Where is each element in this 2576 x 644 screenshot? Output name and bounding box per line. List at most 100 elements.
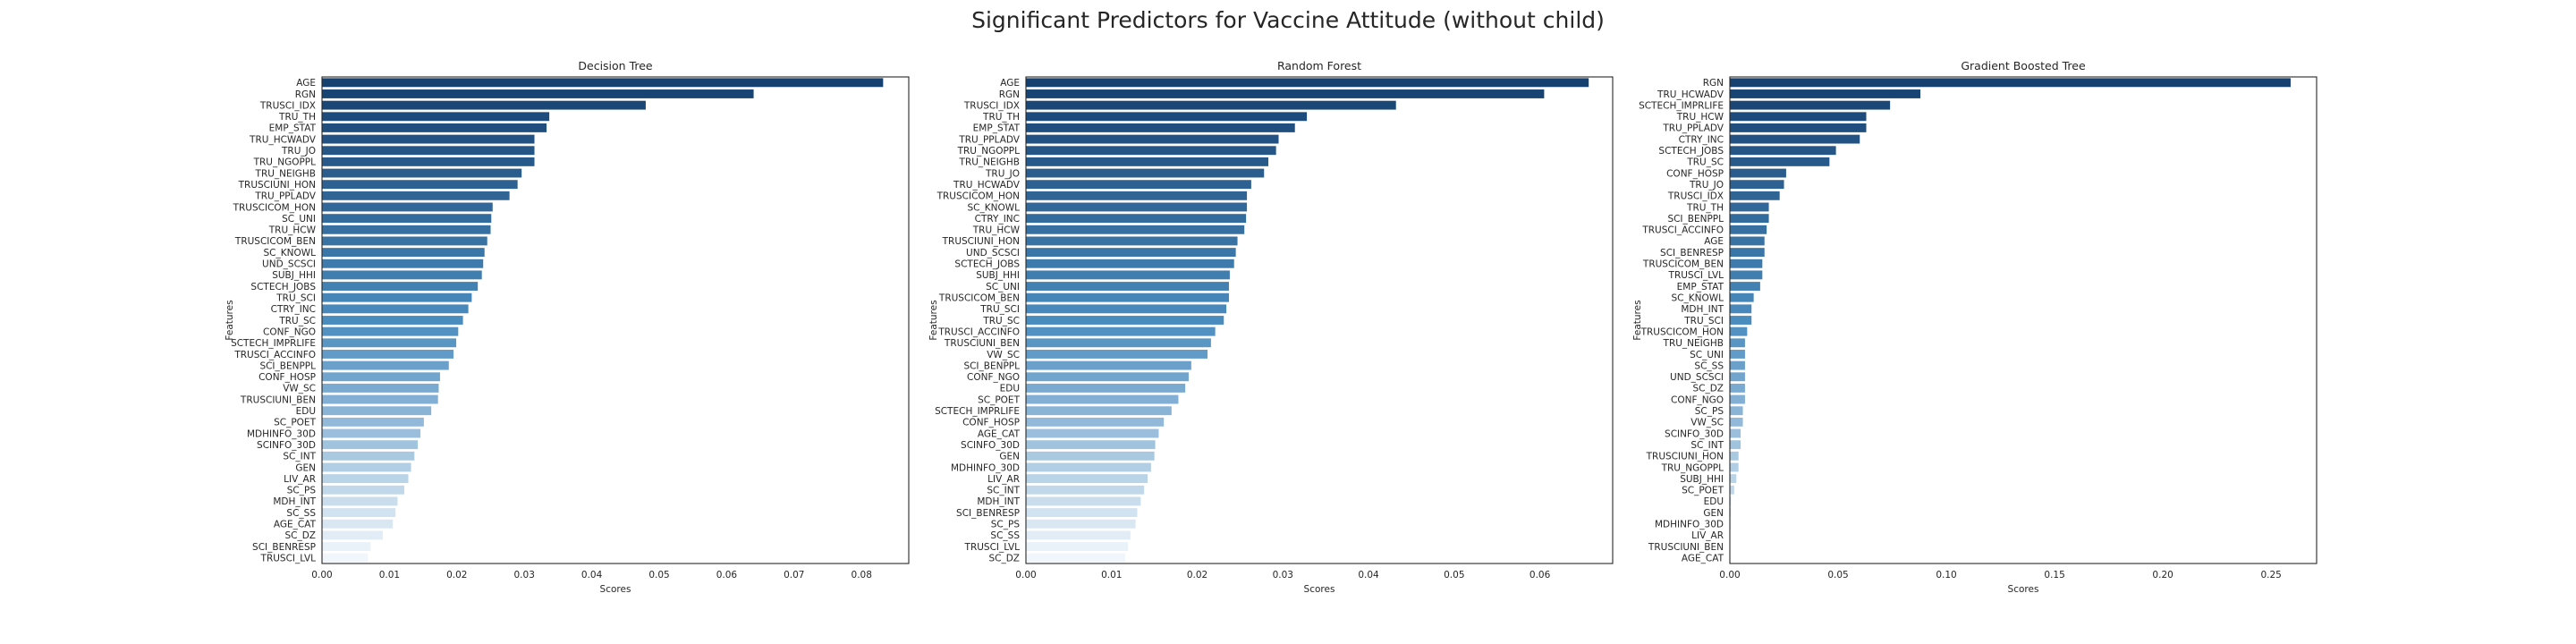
bar-sc-ss [322,508,396,518]
bar-age-cat [1026,428,1159,438]
x-tick-label: 0.01 [1101,570,1122,580]
y-axis-label: Features [928,300,939,340]
y-tick-label: AGE_CAT [978,428,1021,439]
x-tick-label: 0.00 [311,570,332,580]
bar-trusci-lvl [1730,270,1763,280]
y-tick-label: TRU_HCW [972,225,1021,236]
bar-sctech-imprlife [1026,406,1172,416]
y-tick-label: RGN [295,89,316,100]
bar-vw-sc [1730,417,1743,427]
bar-tru-hcw [1026,225,1245,234]
plot-frame [1025,76,1614,564]
y-tick-label: SCINFO_30D [257,440,316,451]
plot-frame [1729,76,2318,564]
y-tick-label: TRU_TH [1686,202,1724,213]
y-tick-label: SC_POET [1682,486,1724,496]
y-tick-label: SUBJ_HHI [1680,474,1724,485]
bar-tru-ppladv [1730,123,1867,132]
y-tick-label: AGE_CAT [274,520,317,530]
bar-mdhinfo-30d [1026,462,1151,472]
y-tick-label: LIV_AR [1691,530,1724,541]
bar-truscicom-hon [322,202,493,212]
bar-tru-hcwadv [1730,89,1921,98]
y-tick-label: SC_SS [1694,360,1724,371]
y-tick-label: CTRY_INC [975,214,1020,225]
bar-scinfo-30d [322,440,419,450]
y-tick-label: SC_PS [287,486,317,496]
bar-sc-ss [1026,530,1131,540]
bar-sci-benppl [1730,214,1769,224]
y-tick-label: TRUSCIUNI_HON [1646,452,1724,462]
y-tick-label: TRU_PPLADV [958,134,1020,145]
y-tick-label: UND_SCSCI [1670,372,1724,383]
y-tick-label: AGE [1000,78,1020,89]
y-tick-label: MDH_INT [977,496,1020,507]
bar-conf-ngo [1730,394,1745,404]
bar-sc-dz [322,530,383,540]
x-tick-label: 0.05 [648,570,669,580]
bar-und-scsci [1026,248,1236,258]
y-tick-label: SUBJ_HHI [976,270,1020,281]
bar-vw-sc [1026,350,1208,359]
bar-tru-jo [1730,180,1784,190]
y-tick-label: TRUSCI_LVL [964,542,1021,553]
y-axis-label: Features [225,300,235,340]
y-tick-label: TRU_JO [985,168,1020,179]
y-tick-label: TRUSCI_LVL [1668,270,1724,281]
y-tick-label: TRU_SC [1686,157,1724,168]
bar-edu [322,406,432,416]
y-tick-label: TRUSCIUNI_BEN [1648,542,1724,553]
x-tick-label: 0.03 [514,570,535,580]
y-tick-label: TRUSCI_ACCINFO [937,326,1020,337]
bar-sctech-jobs [322,282,479,291]
y-tick-label: SC_INT [987,486,1020,496]
y-tick-label: TRU_SCI [979,304,1020,315]
y-tick-label: RGN [1703,78,1724,89]
bar-liv-ar [322,474,409,484]
y-tick-label: CONF_HOSP [962,418,1020,428]
y-tick-label: EMP_STAT [1677,282,1724,292]
y-tick-label: TRUSCIUNI_BEN [240,394,316,405]
y-tick-label: SCTECH_IMPRLIFE [935,406,1020,417]
bar-subj-hhi [1730,474,1737,484]
bar-trusci-idx [322,100,646,110]
bar-tru-hcw [322,225,491,234]
y-tick-label: MDH_INT [1681,304,1724,315]
y-tick-label: AGE_CAT [1682,553,1724,564]
bar-trusciuni-ben [1026,338,1211,348]
bar-rgn [1730,78,2291,88]
y-tick-label: TRU_JO [281,146,316,157]
y-tick-label: GEN [1703,508,1724,519]
y-tick-label: TRU_NEIGHB [255,168,316,179]
y-tick-label: SC_DZ [284,530,316,541]
y-tick-label: TRUSCI_ACCINFO [233,350,316,360]
y-tick-label: TRUSCIUNI_BEN [944,338,1020,349]
y-tick-label: SUBJ_HHI [272,270,316,281]
x-tick-label: 0.05 [1827,570,1848,580]
bar-sctech-jobs [1730,146,1836,156]
bar-emp-stat [1026,123,1295,132]
y-tick-label: SC_POET [978,394,1020,405]
y-tick-label: TRU_HCW [268,225,317,236]
bar-truscicom-hon [1026,191,1248,200]
x-tick-label: 0.00 [1719,570,1740,580]
bar-truscicom-ben [1730,258,1763,268]
y-tick-label: TRU_HCWADV [953,180,1021,191]
bar-tru-jo [322,146,535,156]
y-tick-label: MDH_INT [273,496,316,507]
x-tick-label: 0.06 [1530,570,1551,580]
y-tick-label: SC_INT [283,452,316,462]
y-tick-label: TRU_TH [982,112,1020,123]
bar-und-scsci [1730,372,1745,382]
bar-tru-sc [1730,157,1830,166]
bar-scinfo-30d [1026,440,1156,450]
y-tick-label: UND_SCSCI [966,248,1020,258]
y-tick-label: SCTECH_JOBS [1658,146,1724,157]
bar-tru-neighb [322,168,522,178]
bar-tru-ngoppl [322,157,535,166]
x-tick-label: 0.04 [1358,570,1379,580]
bar-trusci-accinfo [322,350,454,359]
y-tick-label: SC_UNI [986,282,1020,292]
y-tick-label: SCI_BENRESP [956,508,1020,519]
y-tick-label: SC_INT [1690,440,1724,451]
